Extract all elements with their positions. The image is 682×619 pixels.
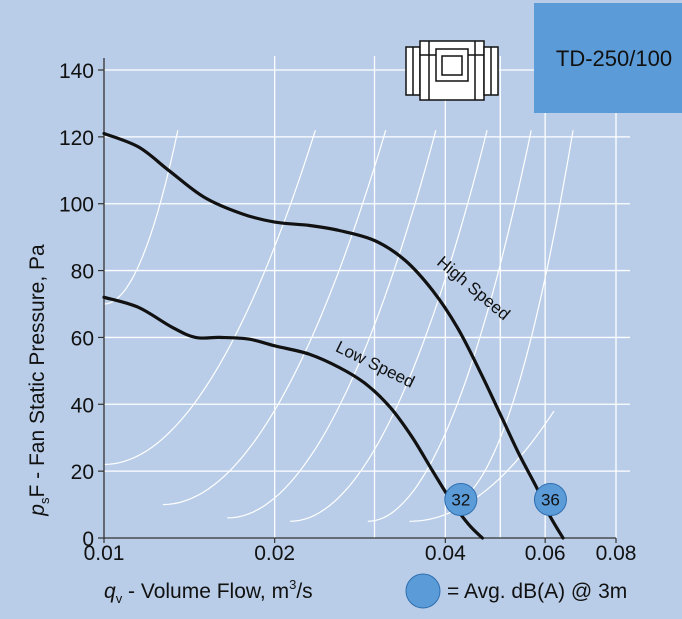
db-marker-label: 36 [541, 491, 560, 510]
db-markers: 32 36 [444, 483, 567, 517]
y-tick-label: 140 [59, 60, 94, 83]
y-axis-title: psF - Fan Static Pressure, Pa [26, 244, 52, 517]
x-tick-label: 0.01 [84, 542, 125, 565]
x-tick-label: 0.08 [596, 542, 637, 565]
x-axis-title: qv - Volume Flow, m3/s [104, 577, 313, 606]
system-curve [409, 410, 555, 522]
system-curve [103, 130, 179, 305]
axes: 0 20 40 60 80 100 120 140 0.01 0.02 0.04 0.06 0.08 [59, 58, 636, 565]
series-lines [102, 131, 565, 540]
system-curve [367, 130, 532, 522]
model-label-box [534, 3, 682, 113]
inline-duct-fan-icon [405, 40, 499, 101]
x-tick-label: 0.02 [254, 542, 295, 565]
marker-legend-swatch [405, 573, 441, 609]
grid [104, 56, 630, 538]
x-tick-label: 0.04 [425, 542, 466, 565]
system-curve [227, 130, 437, 519]
system-curve [290, 130, 488, 522]
db-marker-label: 32 [451, 491, 470, 510]
marker-legend-text: = Avg. dB(A) @ 3m [447, 580, 627, 603]
y-tick-label: 60 [71, 327, 94, 350]
y-tick-label: 80 [71, 261, 94, 284]
db-marker [444, 483, 478, 517]
y-tick-label: 40 [71, 394, 94, 417]
db-marker [533, 483, 567, 517]
y-tick-label: 0 [82, 528, 94, 551]
system-curves [103, 130, 574, 522]
y-tick-label: 120 [59, 127, 94, 150]
series-line-high-speed [102, 131, 565, 540]
x-tick-label: 0.06 [525, 542, 566, 565]
system-curve [103, 130, 316, 466]
system-curve [162, 130, 387, 506]
system-curve [447, 130, 574, 506]
y-tick-label: 100 [59, 194, 94, 217]
model-label: TD-250/100 [556, 46, 672, 71]
y-tick-label: 20 [71, 461, 94, 484]
series-line-low-speed [102, 295, 484, 540]
